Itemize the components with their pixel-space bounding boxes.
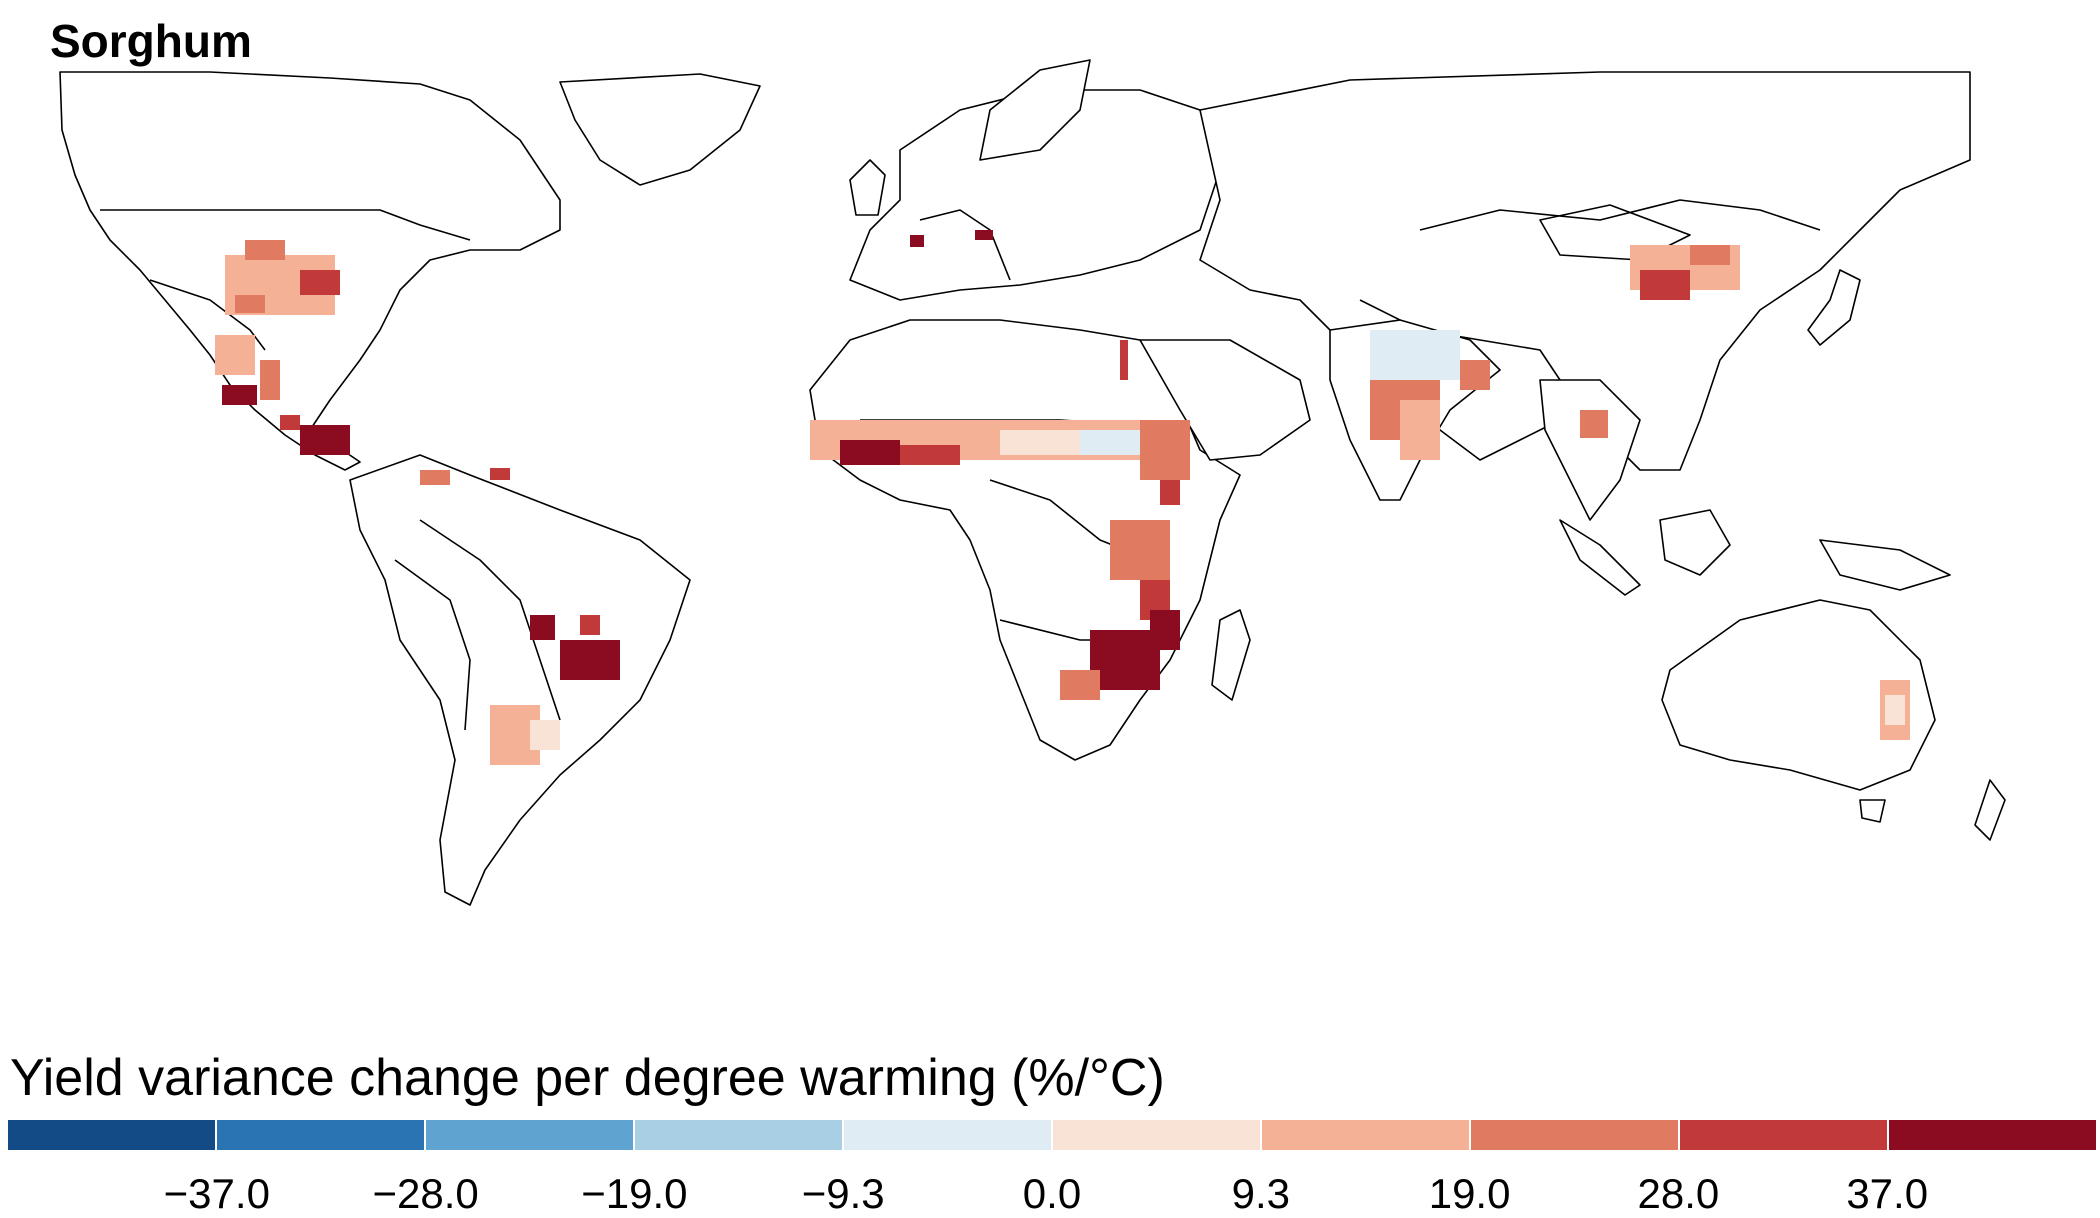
colorbar-segment xyxy=(8,1120,217,1150)
colorbar-tick-label: 0.0 xyxy=(1022,1170,1082,1217)
landmass-japan xyxy=(1807,269,1861,346)
landmass-south-america xyxy=(349,454,691,906)
landmass-arabia xyxy=(1139,339,1311,461)
colorbar-segment xyxy=(844,1120,1053,1150)
colorbar-tick-label: −9.3 xyxy=(801,1170,885,1217)
region-thailand xyxy=(1580,410,1608,438)
region-central-brazil xyxy=(530,615,620,680)
colorbar-tick-label: −28.0 xyxy=(372,1170,479,1217)
region-central-america xyxy=(280,415,350,455)
landmass-indochina xyxy=(1539,379,1641,521)
landmass-borneo xyxy=(1659,509,1731,576)
region-venezuela-colombia xyxy=(420,468,510,485)
region-north-china xyxy=(1630,245,1740,300)
landmass-scandinavia xyxy=(979,59,1091,161)
border-canada-us xyxy=(100,209,471,241)
region-east-africa xyxy=(1110,520,1170,620)
region-eastern-australia xyxy=(1880,680,1910,740)
world-map xyxy=(59,59,2006,906)
landmass-uk xyxy=(849,159,886,216)
region-us-great-plains xyxy=(225,240,340,315)
colorbar-segment xyxy=(1889,1120,2096,1150)
colorbar-tick-label: 28.0 xyxy=(1637,1170,1720,1217)
region-india xyxy=(1370,330,1490,460)
landmass-greenland xyxy=(559,73,761,186)
colorbar-tick-label: −37.0 xyxy=(163,1170,270,1217)
region-sahel xyxy=(810,420,1150,465)
colorbar-segment xyxy=(217,1120,426,1150)
colorbar-tick-label: 19.0 xyxy=(1428,1170,1511,1217)
region-ethiopia-sudan xyxy=(1140,420,1190,505)
landmass-tasmania xyxy=(1859,799,1886,823)
colorbar xyxy=(8,1120,2096,1150)
region-nile-valley xyxy=(1120,340,1128,380)
landmass-new-guinea xyxy=(1819,539,1951,591)
map-title: Sorghum xyxy=(50,15,252,67)
colorbar-segment xyxy=(1471,1120,1680,1150)
colorbar-tick-label: 9.3 xyxy=(1231,1170,1290,1217)
colorbar-segment xyxy=(1680,1120,1889,1150)
region-france-italy xyxy=(910,230,993,247)
border-france-germany xyxy=(919,209,1011,281)
colorbar-segment xyxy=(635,1120,844,1150)
region-mexico xyxy=(215,335,280,405)
border-andes xyxy=(394,559,471,731)
landmass-new-zealand xyxy=(1974,779,2006,841)
colorbar-segment xyxy=(1053,1120,1262,1150)
landmass-madagascar xyxy=(1211,609,1251,701)
border-russia-china xyxy=(1419,199,1821,231)
landmass-sumatra xyxy=(1559,519,1641,596)
yield-variance-cells xyxy=(215,230,1910,765)
colorbar-tick-label: 37.0 xyxy=(1846,1170,1929,1217)
colorbar-segment xyxy=(1262,1120,1471,1150)
colorbar-tick-label: −19.0 xyxy=(581,1170,688,1217)
region-argentina xyxy=(490,705,560,765)
colorbar-segment xyxy=(426,1120,635,1150)
country-outlines xyxy=(59,59,2006,906)
border-brazil xyxy=(419,519,561,721)
landmass-australia xyxy=(1661,599,1936,791)
legend-title: Yield variance change per degree warming… xyxy=(10,1049,1165,1107)
region-southern-africa xyxy=(1060,610,1180,700)
